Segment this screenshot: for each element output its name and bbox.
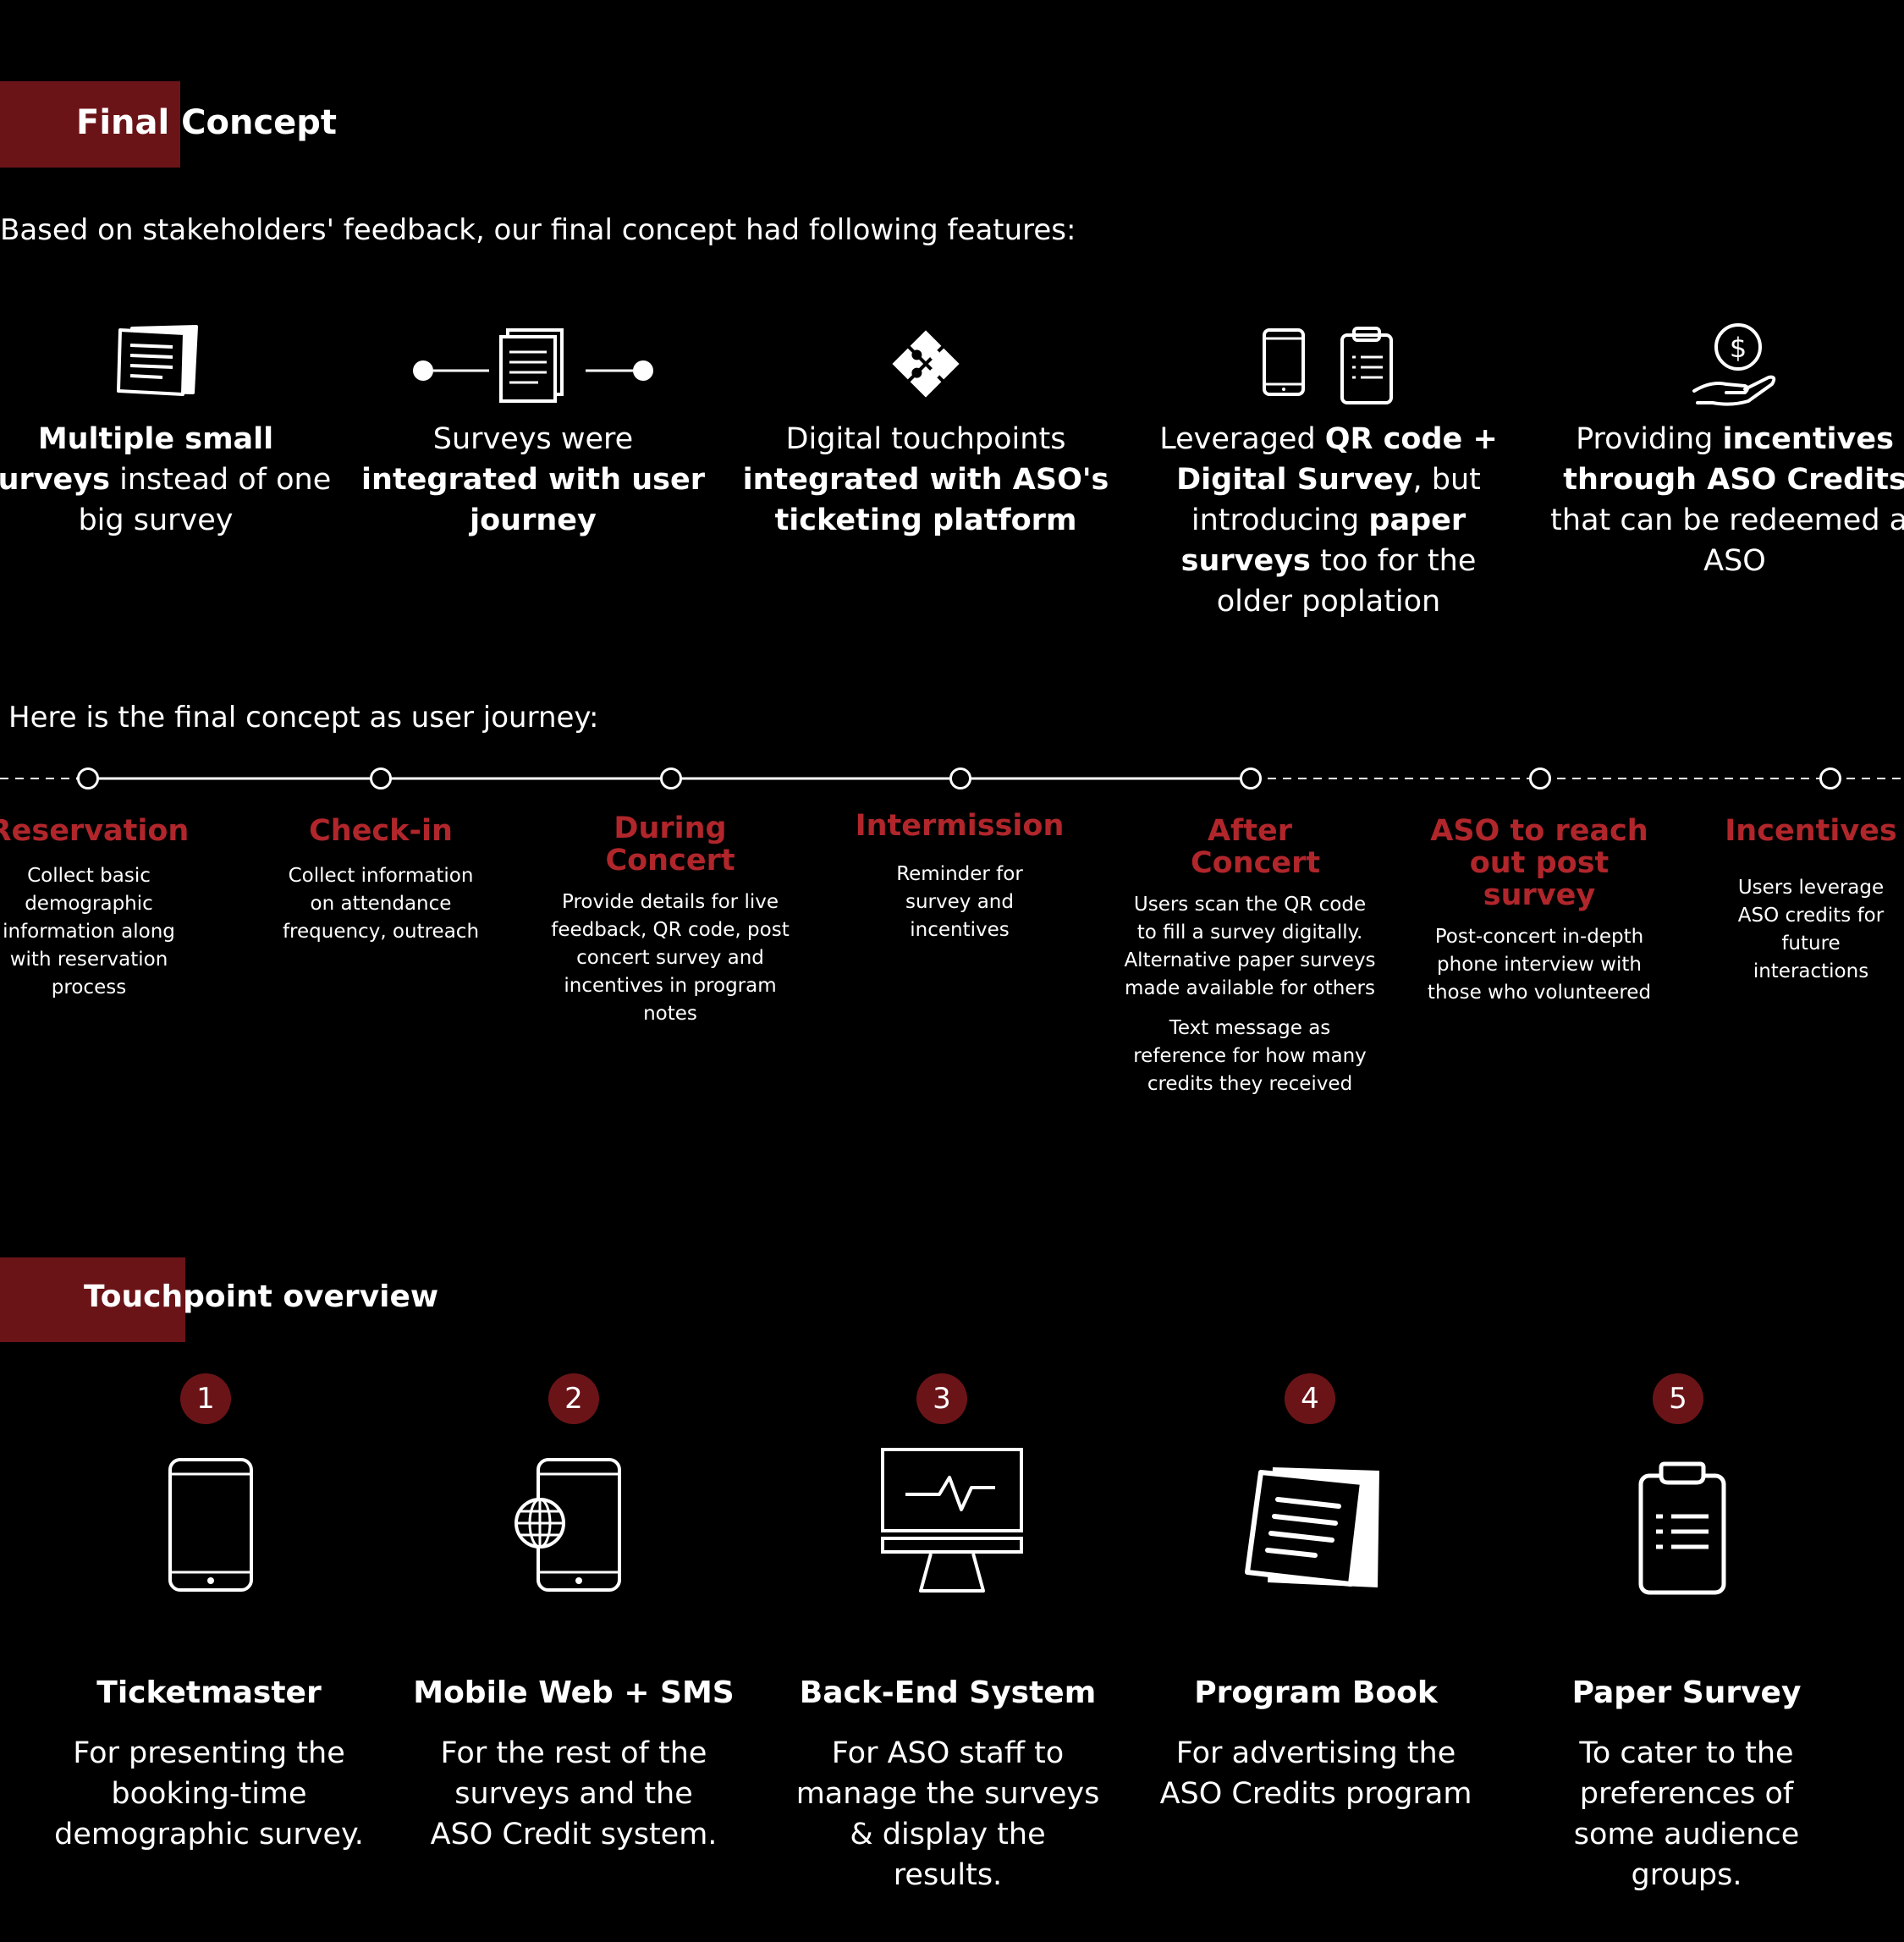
feature-text-part: instead of one big survey	[78, 463, 332, 537]
connected-documents-icon	[413, 328, 653, 403]
touchpoint-desc-1: For presenting the booking-time demograp…	[54, 1736, 364, 1851]
svg-text:$: $	[1730, 332, 1747, 364]
final-concept-title: Final Concept	[76, 103, 338, 142]
journey-node-4	[949, 767, 971, 789]
stage-title: Reservation	[0, 814, 190, 848]
feature-3: Digital touchpoints integrated with ASO'…	[740, 419, 1112, 541]
feature-5: Providing incentives through ASO Credits…	[1549, 419, 1904, 581]
stage-desc: Post-concert in-depth phone interview wi…	[1427, 926, 1652, 1004]
stage-title: During Concert	[605, 811, 735, 877]
program-book-icon	[1245, 1467, 1379, 1587]
feature-text-part: Providing	[1576, 422, 1723, 456]
journey-node-7	[1819, 767, 1841, 789]
feature-text-part: surveys	[0, 463, 110, 497]
feature-text-part: incentives through ASO Credits	[1563, 422, 1904, 497]
feature-4: Leveraged QR code + Digital Survey, but …	[1142, 419, 1515, 622]
final-concept-tab	[0, 81, 180, 168]
feature-text-part: integrated with user journey	[361, 463, 705, 537]
final-concept-intro: Based on stakeholders' feedback, our fin…	[0, 213, 1076, 247]
stage-title: ASO to reach out post survey	[1430, 814, 1648, 912]
feature-text-part: integrated with ASO's ticketing platform	[742, 463, 1109, 537]
stage-title: After Concert	[1191, 814, 1321, 880]
document-icon	[117, 325, 198, 396]
touchpoint-title-1: Ticketmaster	[96, 1675, 322, 1710]
journey-node-6	[1529, 767, 1551, 789]
journey-stage-check-in: Check-in Collect information on attendan…	[254, 815, 508, 946]
stage-title: Check-in	[309, 814, 453, 848]
monitor-icon	[881, 1448, 1023, 1593]
feature-1: Multiple small surveys instead of one bi…	[0, 419, 342, 541]
touchpoint-number-3: 3	[916, 1373, 967, 1424]
clipboard-icon	[1638, 1461, 1726, 1595]
feature-text-part: too for the older poplation	[1216, 544, 1477, 619]
touchpoint-title-4: Program Book	[1194, 1675, 1438, 1710]
touchpoint-desc-2: For the rest of the surveys and the ASO …	[430, 1736, 718, 1851]
feature-text-part: Surveys were	[432, 422, 634, 456]
stage-desc: Collect basic demographic information al…	[3, 865, 175, 999]
journey-stage-after-concert: After Concert Users scan the QR code to …	[1123, 815, 1377, 1098]
journey-stage-during-concert: During Concert Provide details for live …	[543, 812, 797, 1028]
stage-extra: Text message as reference for how many c…	[1133, 1017, 1367, 1095]
feature-text-part: that can be redeemed at ASO	[1550, 503, 1904, 578]
stage-title: Incentives	[1725, 814, 1897, 848]
touchpoint-number-1: 1	[180, 1373, 231, 1424]
journey-stage-aso-reach-out: ASO to reach out post survey Post-concer…	[1412, 815, 1666, 1007]
touchpoint-number-5: 5	[1653, 1373, 1703, 1424]
journey-stage-reservation: Reservation Collect basic demographic in…	[0, 815, 216, 1002]
touchpoint-title-3: Back-End System	[799, 1675, 1097, 1710]
stage-desc: Users leverage ASO credits for future in…	[1737, 877, 1885, 982]
journey-node-1	[77, 767, 99, 789]
journey-stage-incentives: Incentives Users leverage ASO credits fo…	[1722, 815, 1900, 986]
feature-text-part: Leveraged	[1159, 422, 1325, 456]
touchpoint-number-4: 4	[1285, 1373, 1335, 1424]
feature-text-part: Multiple small	[37, 422, 274, 456]
puzzle-icon	[892, 330, 960, 398]
feature-text-part: paper surveys	[1180, 503, 1467, 578]
touchpoint-number-2: 2	[548, 1373, 599, 1424]
touchpoint-title: Touchpoint overview	[84, 1279, 439, 1314]
hand-coin-icon: $	[1692, 323, 1776, 406]
feature-text-part: Digital touchpoints	[785, 422, 1066, 456]
stage-desc: Users scan the QR code to fill a survey …	[1124, 894, 1376, 999]
stage-desc: Collect information on attendance freque…	[282, 865, 480, 943]
stage-desc: Provide details for live feedback, QR co…	[551, 891, 790, 1025]
feature-text-part: QR code + Digital Survey	[1176, 422, 1498, 497]
touchpoint-title-2: Mobile Web + SMS	[413, 1675, 735, 1710]
stage-desc: Reminder for survey and incentives	[896, 863, 1023, 941]
touchpoint-desc-5: To cater to the preferences of some audi…	[1573, 1736, 1800, 1892]
feature-2: Surveys were integrated with user journe…	[347, 419, 719, 541]
phone-and-clipboard-icon	[1263, 327, 1393, 404]
touchpoint-tab	[0, 1257, 185, 1342]
touchpoint-title-5: Paper Survey	[1571, 1675, 1802, 1710]
journey-stage-intermission: Intermission Reminder for survey and inc…	[833, 810, 1087, 944]
touchpoint-desc-3: For ASO staff to manage the surveys & di…	[795, 1736, 1100, 1892]
touchpoint-desc-4: For advertising the ASO Credits program	[1159, 1736, 1472, 1811]
feature-text-part: , but introducing	[1191, 463, 1481, 537]
mobile-web-icon	[515, 1458, 621, 1592]
stage-title: Intermission	[855, 809, 1065, 843]
journey-intro: Here is the final concept as user journe…	[8, 701, 599, 734]
journey-node-2	[370, 767, 392, 789]
tablet-icon	[168, 1458, 253, 1592]
journey-node-5	[1240, 767, 1262, 789]
journey-node-3	[660, 767, 682, 789]
